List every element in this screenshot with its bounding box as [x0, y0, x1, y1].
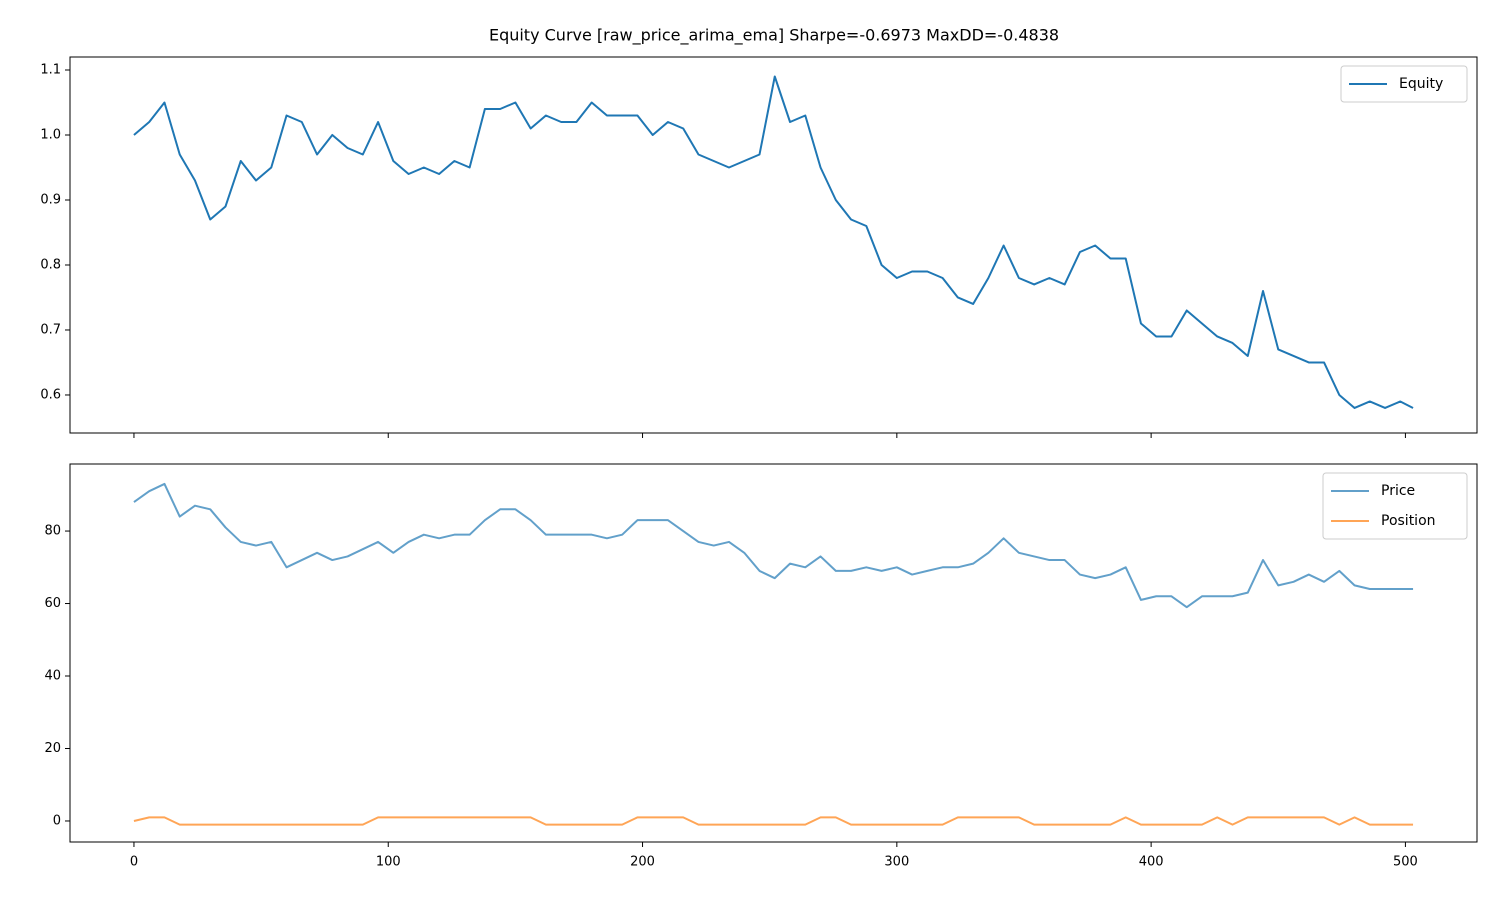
chart-title: Equity Curve [raw_price_arima_ema] Sharp… [489, 26, 1059, 46]
line-series [133, 75, 1414, 409]
legend-label: Position [1381, 513, 1436, 529]
legend-box [1340, 65, 1468, 103]
y-tick-label: 20 [44, 741, 61, 756]
y-tick-label: 60 [44, 596, 61, 611]
y-tick-label: 0.8 [40, 257, 61, 272]
y-tick-label: 80 [44, 524, 61, 539]
x-tick-label: 500 [1393, 855, 1418, 870]
line-series [133, 482, 1414, 609]
y-tick-label: 1.0 [40, 127, 61, 142]
axes-frame [69, 463, 1478, 843]
y-tick-label: 0.7 [40, 322, 61, 337]
legend-label: Price [1381, 483, 1415, 499]
legend-label: Equity [1399, 76, 1443, 92]
x-tick-label: 0 [130, 855, 138, 870]
y-tick-label: 40 [44, 669, 61, 684]
x-tick-label: 300 [884, 855, 909, 870]
x-tick-label: 400 [1139, 855, 1164, 870]
y-tick-label: 0 [53, 813, 61, 828]
y-tick-label: 0.6 [40, 387, 61, 402]
legend-box [1322, 472, 1468, 540]
x-tick-label: 200 [630, 855, 655, 870]
y-tick-label: 0.9 [40, 192, 61, 207]
y-tick-label: 1.1 [40, 62, 61, 77]
axes-frame [69, 56, 1478, 434]
x-tick-label: 100 [376, 855, 401, 870]
line-series [133, 816, 1414, 826]
